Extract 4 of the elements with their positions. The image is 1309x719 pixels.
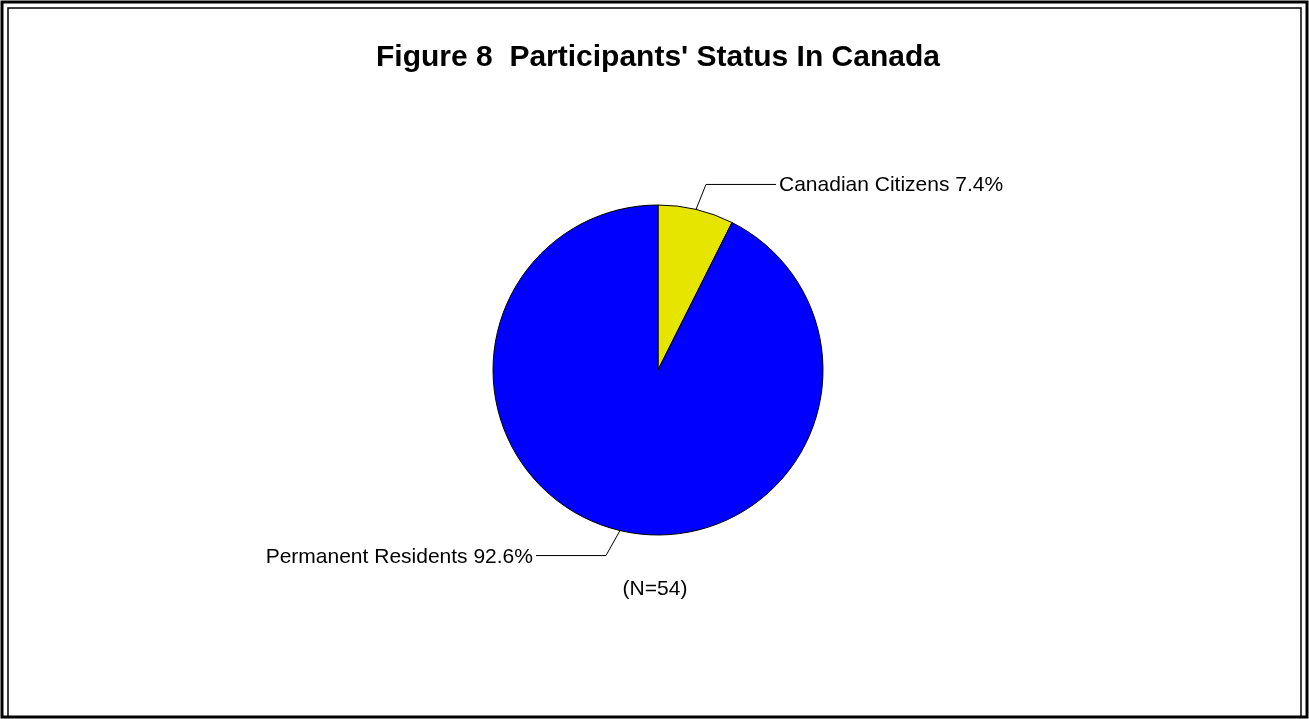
text: (N=54) [622,576,688,599]
slice-label: Permanent Residents 92.6% [265,543,533,567]
slice-label: Canadian Citizens 7.4% [779,172,1004,196]
chart-title: Figure 8 Participants' Status In Canada [376,39,941,72]
